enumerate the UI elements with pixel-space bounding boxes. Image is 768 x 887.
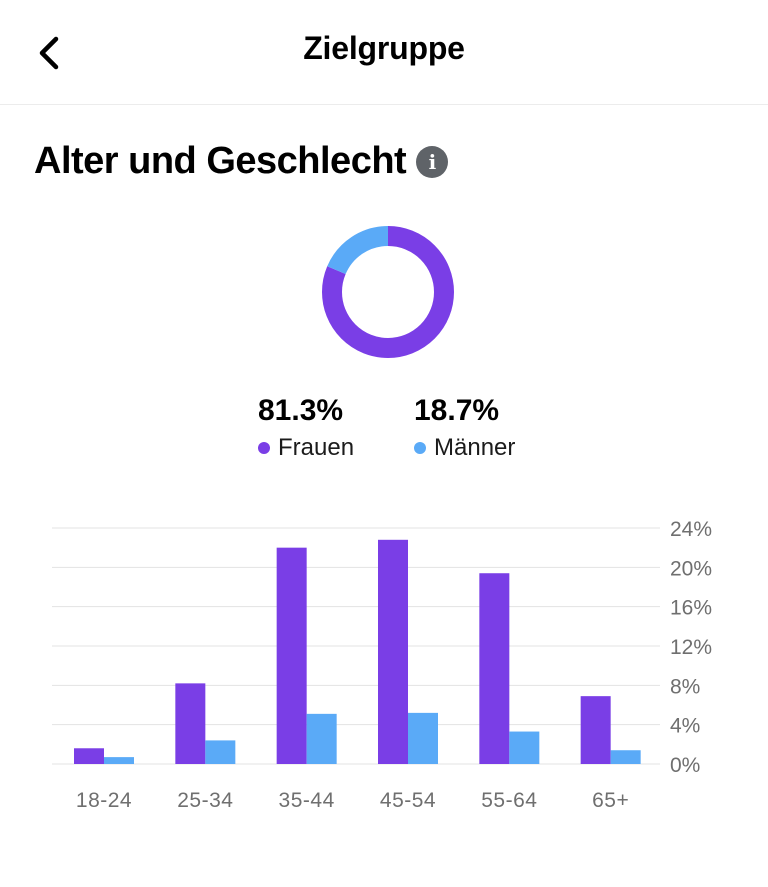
bar-männer-18-24 [104,757,134,764]
bar-frauen-45-54 [378,539,408,764]
men-legend-dot [414,442,426,454]
y-tick-label: 20% [670,557,712,580]
stat-women: 81.3% Frauen [258,394,354,462]
x-tick-label: 65+ [592,789,629,812]
bar-frauen-18-24 [74,748,104,764]
bar-frauen-35-44 [276,547,307,764]
gender-donut-chart [322,226,454,358]
bar-männer-55-64 [509,731,540,764]
bar-männer-25-34 [205,740,236,764]
y-tick-label: 4% [670,715,700,738]
women-legend-dot [258,442,270,454]
x-tick-label: 55-64 [481,789,537,812]
chevron-left-icon [39,36,59,70]
y-tick-label: 8% [670,675,700,698]
x-tick-label: 45-54 [380,789,436,812]
section-title: Alter und Geschlecht [34,140,407,182]
men-label: Männer [434,434,516,461]
info-icon[interactable]: i [416,145,449,178]
women-percent: 81.3% [258,394,344,427]
header-bar: Zielgruppe [0,0,768,105]
men-legend: Männer [414,434,515,462]
y-tick-label: 24% [670,518,712,541]
bar-frauen-65+ [580,696,611,764]
bar-frauen-55-64 [479,573,510,764]
bar-frauen-25-34 [175,683,206,764]
donut-slice-männer [322,226,454,358]
y-tick-label: 0% [670,754,700,777]
bar-männer-35-44 [306,713,337,764]
back-button[interactable] [22,26,76,80]
page-title: Zielgruppe [303,30,465,66]
x-tick-label: 18-24 [76,789,132,812]
men-percent: 18.7% [414,394,500,427]
age-bar-chart: 0% 4% 8% 12% 16% 20% 24% 18-24 25-34 35-44 45-54 55… [52,518,712,812]
women-label: Frauen [278,434,355,461]
y-tick-label: 16% [670,597,712,620]
bar-männer-65+ [610,750,641,764]
section-heading: Alter und Geschlecht i [34,140,449,183]
x-tick-label: 35-44 [279,789,335,812]
stat-men: 18.7% Männer [414,394,515,462]
women-legend: Frauen [258,434,354,462]
x-tick-label: 25-34 [177,789,233,812]
bar-männer-45-54 [408,712,438,764]
y-tick-label: 12% [670,636,712,659]
